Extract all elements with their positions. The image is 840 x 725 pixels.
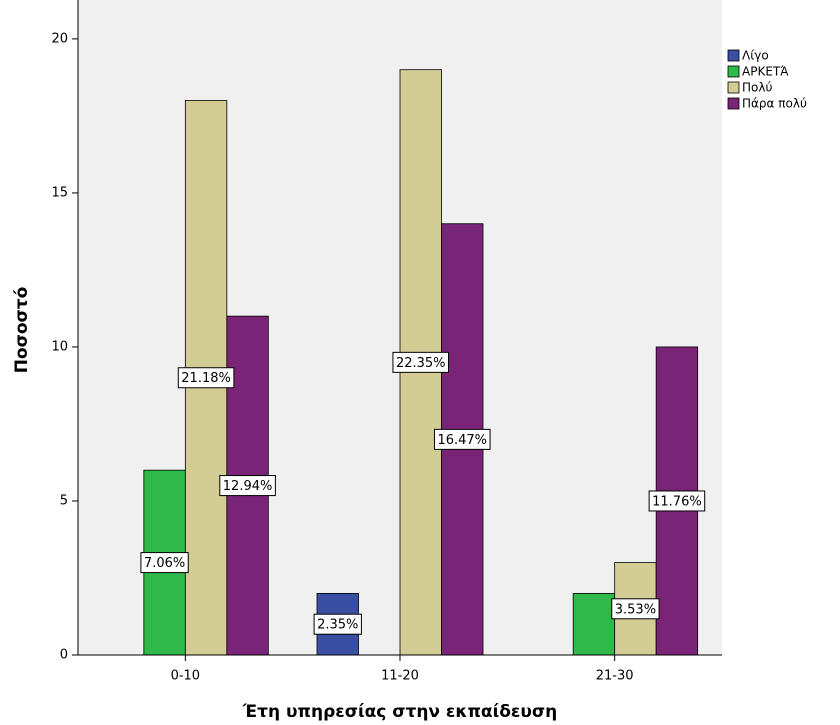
legend-swatch xyxy=(727,65,740,78)
value-label-box xyxy=(177,367,235,389)
y-tick-label: 15 xyxy=(51,185,68,200)
value-label-box xyxy=(140,552,189,574)
x-tick-label: 0-10 xyxy=(171,669,201,684)
value-label-box xyxy=(219,475,276,497)
legend-label: Λίγο xyxy=(742,49,769,63)
x-axis-title: Έτη υπηρεσίας στην εκπαίδευση xyxy=(242,702,557,722)
value-label: 7.06% xyxy=(144,556,185,571)
value-label: 16.47% xyxy=(437,433,487,448)
value-label-box xyxy=(648,490,706,512)
x-tick-label: 11-20 xyxy=(381,669,419,684)
value-label: 22.35% xyxy=(396,356,446,371)
legend-swatch xyxy=(727,81,740,94)
legend-swatch xyxy=(727,49,740,62)
bar xyxy=(572,592,616,656)
value-label: 2.35% xyxy=(317,618,358,633)
value-label-box xyxy=(313,613,362,635)
value-label: 12.94% xyxy=(223,479,273,494)
legend-label: Πολύ xyxy=(742,81,772,95)
y-axis-title: Ποσοστό xyxy=(12,287,32,374)
y-tick-label: 20 xyxy=(51,31,68,46)
legend-swatch xyxy=(727,97,740,110)
x-tick-label: 21-30 xyxy=(596,669,634,684)
legend-label: Πάρα πολύ xyxy=(742,97,807,111)
y-tick-label: 5 xyxy=(60,493,68,508)
value-label-box xyxy=(611,598,660,620)
legend-label: ΑΡΚΕΤΆ xyxy=(742,65,789,79)
value-label: 3.53% xyxy=(615,602,656,617)
y-tick-label: 0 xyxy=(60,648,68,663)
value-label: 11.76% xyxy=(652,494,702,509)
value-label-box xyxy=(433,428,491,450)
value-label-box xyxy=(392,351,450,373)
y-tick-label: 10 xyxy=(51,339,68,354)
value-label: 21.18% xyxy=(181,371,231,386)
